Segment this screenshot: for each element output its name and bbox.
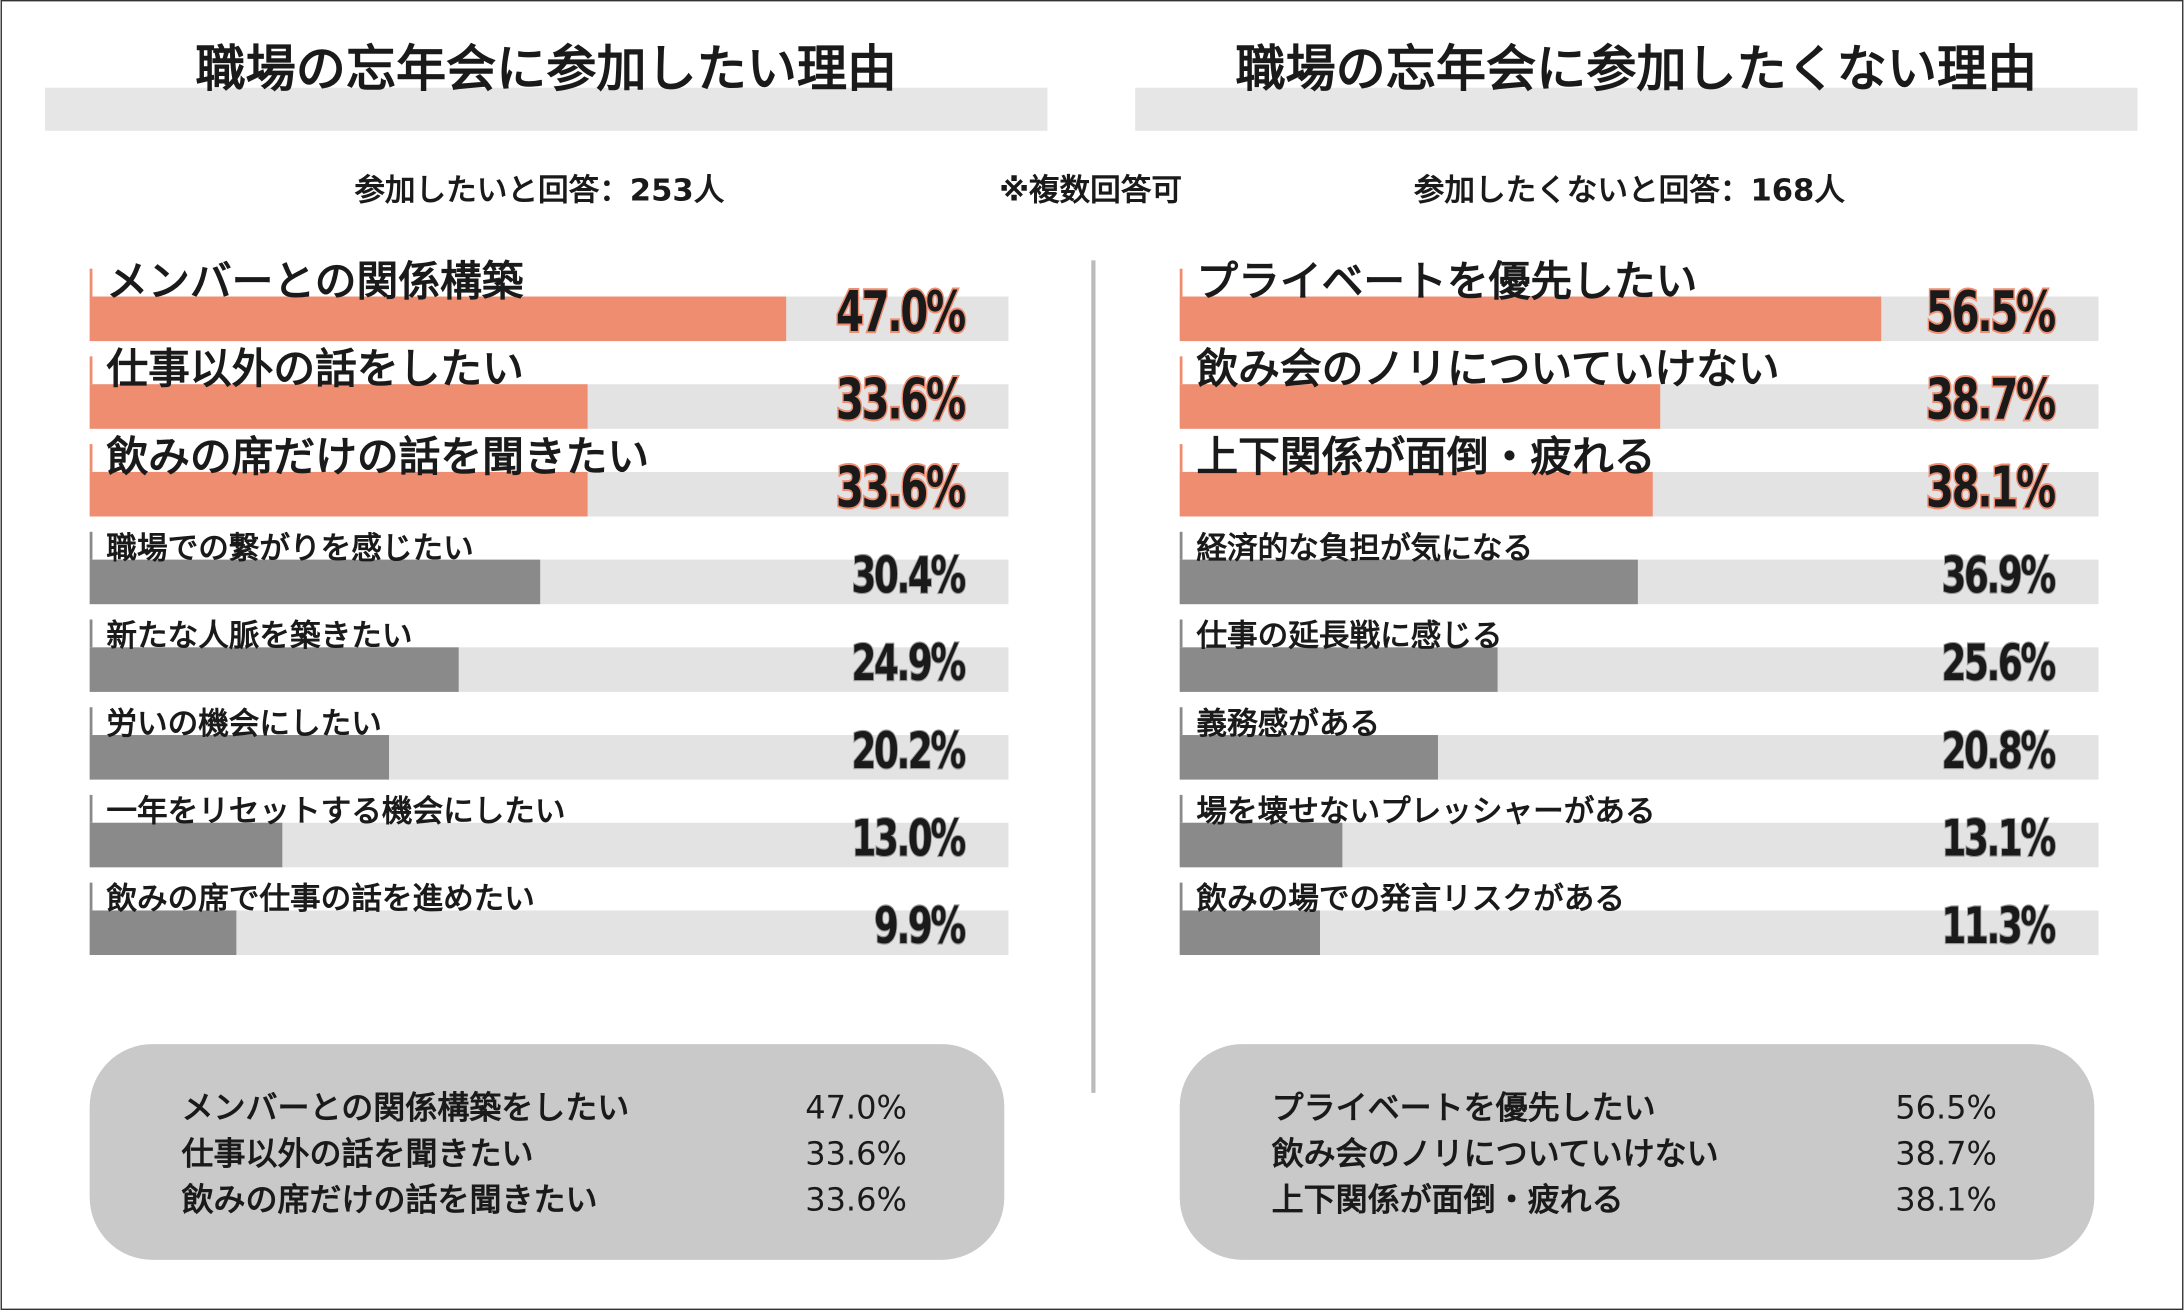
bar: [1179, 735, 1438, 780]
title-band: [45, 87, 1048, 131]
value-label: 20.2%: [851, 723, 965, 781]
summary-value: 56.5%: [1895, 1089, 1997, 1127]
summary-label: プライベートを優先したい: [1272, 1089, 1656, 1127]
value-label: 11.3%: [1941, 898, 2055, 956]
summary-value: 33.6%: [805, 1180, 907, 1218]
chart-title: 職場の忘年会に参加したい理由: [196, 39, 898, 98]
bar: [89, 735, 390, 780]
summary-box: [1179, 1044, 2095, 1260]
value-label: 9.9%: [874, 898, 966, 956]
summary-value: 33.6%: [805, 1134, 907, 1172]
category-label: 飲みの席だけの話を聞きたい: [106, 432, 649, 481]
bar: [1179, 384, 1661, 429]
summary-label: 飲みの席だけの話を聞きたい: [182, 1180, 598, 1218]
summary-label: 飲み会のノリについていけない: [1272, 1134, 1719, 1172]
category-label: 新たな人脈を築きたい: [106, 618, 412, 654]
summary-label: 仕事以外の話を聞きたい: [182, 1134, 534, 1172]
bar: [1179, 296, 1882, 342]
value-label: 13.0%: [851, 811, 965, 869]
category-label: 飲みの場での発言リスクがある: [1196, 881, 1625, 917]
bar: [89, 822, 283, 868]
bar: [1179, 647, 1498, 692]
summary-box: [89, 1044, 1005, 1260]
category-label: 労いの機会にしたい: [106, 707, 381, 742]
summary-label: 上下関係が面倒・疲れる: [1272, 1180, 1624, 1218]
value-label: 13.1%: [1941, 811, 2055, 869]
category-label: メンバーとの関係構築: [106, 256, 523, 305]
category-label: 飲み会のノリについていけない: [1196, 344, 1779, 393]
summary-value: 38.7%: [1895, 1134, 1997, 1172]
value-label: 33.6%: [836, 367, 965, 433]
value-label: 56.5%: [1926, 279, 2055, 345]
title-band: [1135, 87, 2138, 131]
summary-label: メンバーとの関係構築をしたい: [182, 1089, 630, 1127]
category-label: 経済的な負担が気になる: [1196, 530, 1533, 566]
bar: [1179, 822, 1343, 868]
bar-track: [89, 910, 1009, 956]
note: ※複数回答可: [999, 174, 1182, 209]
value-label: 36.9%: [1941, 547, 2055, 605]
bar: [1179, 471, 1653, 517]
category-label: 上下関係が面倒・疲れる: [1196, 432, 1655, 481]
value-label: 30.4%: [851, 547, 965, 605]
summary-value: 47.0%: [805, 1089, 907, 1127]
bar: [89, 910, 237, 956]
category-label: プライベートを優先したい: [1196, 256, 1697, 305]
value-label: 38.7%: [1926, 367, 2055, 433]
category-label: 場を壊せないプレッシャーがある: [1196, 794, 1655, 830]
bar: [89, 384, 588, 429]
value-label: 24.9%: [851, 635, 965, 693]
category-label: 一年をリセットする機会にしたい: [106, 795, 565, 830]
bar: [1179, 910, 1321, 956]
bar-track: [1179, 910, 2099, 956]
category-label: 飲みの席で仕事の話を進めたい: [106, 881, 535, 917]
bar: [89, 559, 541, 605]
value-label: 38.1%: [1926, 455, 2055, 521]
bar: [89, 471, 588, 517]
chart-title: 職場の忘年会に参加したくない理由: [1235, 39, 2037, 98]
category-label: 義務感がある: [1196, 706, 1380, 742]
value-label: 33.6%: [836, 455, 965, 521]
category-label: 仕事以外の話をしたい: [106, 344, 524, 393]
chart-subtitle: 参加したいと回答：253人: [354, 173, 724, 209]
value-label: 47.0%: [836, 279, 965, 345]
bar: [1179, 559, 1638, 605]
bar: [89, 296, 787, 342]
summary-value: 38.1%: [1895, 1180, 1997, 1218]
value-label: 25.6%: [1941, 635, 2055, 693]
category-label: 職場での繋がりを感じたい: [106, 530, 473, 566]
chart-subtitle: 参加したくないと回答：168人: [1414, 173, 1846, 209]
bar: [89, 647, 459, 692]
value-label: 20.8%: [1941, 723, 2055, 781]
category-label: 仕事の延長戦に感じる: [1196, 619, 1502, 654]
